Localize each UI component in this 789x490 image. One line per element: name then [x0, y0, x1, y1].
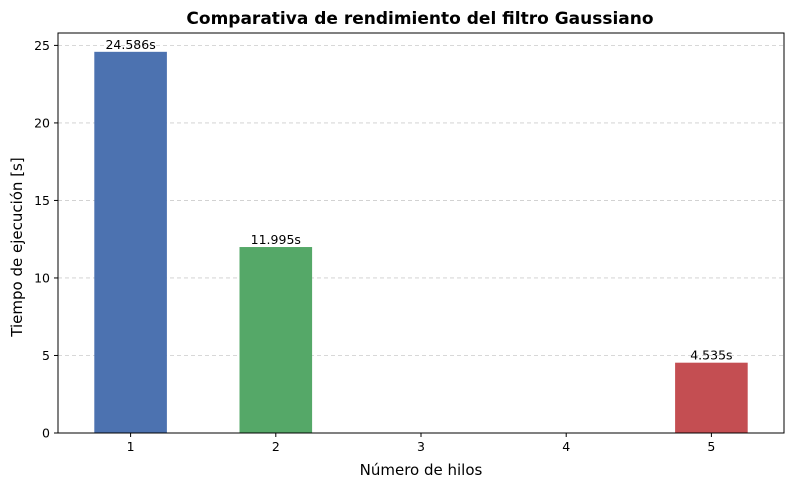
- bar-value-label-1: 24.586s: [105, 37, 155, 52]
- y-tick-label-0: 0: [42, 426, 50, 441]
- x-tick-label-3: 4: [562, 439, 570, 454]
- bar-1: [94, 51, 167, 433]
- bar-5: [675, 362, 748, 433]
- y-tick-label-1: 5: [42, 348, 50, 363]
- bar-2: [239, 247, 313, 433]
- y-axis-ticks: 0 5 10 15 20 25: [34, 38, 58, 441]
- x-axis-ticks: 1 2 3 4 5: [127, 433, 715, 454]
- x-tick-label-2: 3: [417, 439, 425, 454]
- x-tick-label-0: 1: [127, 439, 135, 454]
- chart-title: Comparativa de rendimiento del filtro Ga…: [186, 9, 653, 29]
- gridlines: [58, 45, 784, 356]
- y-tick-label-5: 25: [34, 38, 50, 53]
- x-tick-label-4: 5: [707, 439, 715, 454]
- data-labels: 24.586s 11.995s 4.535s: [105, 37, 732, 363]
- x-axis-label: Número de hilos: [360, 461, 483, 479]
- y-tick-label-4: 20: [34, 115, 50, 130]
- y-tick-label-2: 10: [34, 270, 50, 285]
- bar-value-label-2: 11.995s: [251, 232, 301, 247]
- y-tick-label-3: 15: [34, 193, 50, 208]
- x-tick-label-1: 2: [272, 439, 280, 454]
- bar-value-label-5: 4.535s: [690, 348, 732, 363]
- y-axis-label: Tiempo de ejecución [s]: [8, 157, 26, 337]
- bars: [94, 51, 748, 433]
